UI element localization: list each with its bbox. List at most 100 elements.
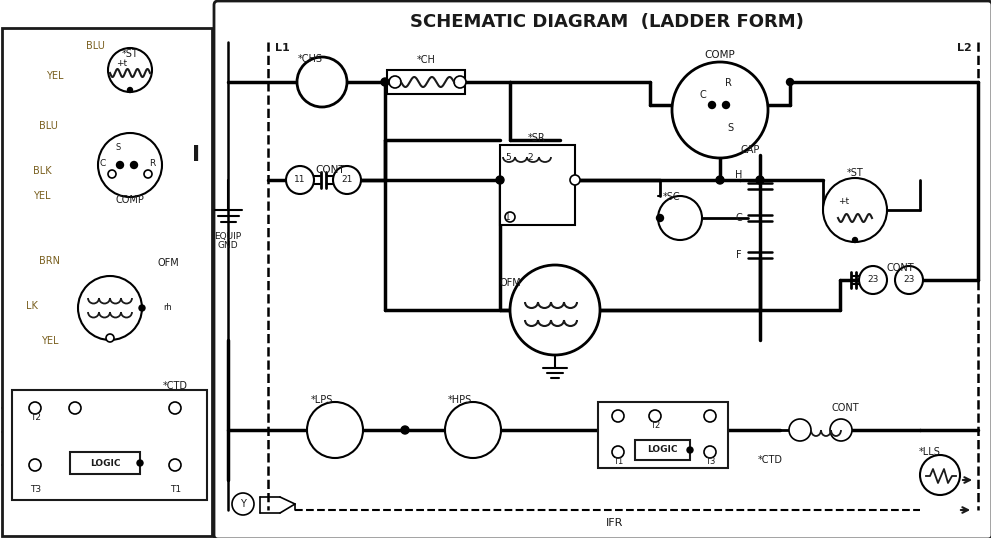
Circle shape bbox=[128, 88, 133, 93]
Text: S: S bbox=[115, 144, 121, 152]
Circle shape bbox=[232, 493, 254, 515]
Circle shape bbox=[672, 62, 768, 158]
Text: H: H bbox=[734, 170, 742, 180]
Text: BLU: BLU bbox=[85, 41, 104, 51]
Text: *HPS: *HPS bbox=[448, 395, 472, 405]
Bar bbox=[387, 70, 465, 94]
Text: COMP: COMP bbox=[116, 195, 145, 205]
Circle shape bbox=[169, 459, 181, 471]
Text: CONT: CONT bbox=[315, 165, 345, 175]
Text: Y: Y bbox=[240, 499, 246, 509]
Circle shape bbox=[29, 402, 41, 414]
Circle shape bbox=[649, 410, 661, 422]
Circle shape bbox=[704, 446, 716, 458]
Text: R: R bbox=[149, 159, 156, 167]
Text: T3: T3 bbox=[705, 457, 716, 466]
Text: S: S bbox=[727, 123, 733, 133]
Text: YEL: YEL bbox=[34, 191, 51, 201]
Circle shape bbox=[859, 266, 887, 294]
Text: *CHS: *CHS bbox=[297, 54, 322, 64]
Circle shape bbox=[78, 276, 142, 340]
Text: L1: L1 bbox=[275, 43, 289, 53]
FancyBboxPatch shape bbox=[214, 1, 991, 538]
Bar bbox=[70, 452, 140, 474]
Circle shape bbox=[381, 78, 389, 86]
Text: BRN: BRN bbox=[40, 256, 60, 266]
Text: C: C bbox=[700, 90, 707, 100]
Text: *LLS: *LLS bbox=[919, 447, 940, 457]
Circle shape bbox=[709, 102, 716, 109]
Bar bbox=[635, 440, 690, 460]
Text: T1: T1 bbox=[170, 485, 181, 494]
Text: I: I bbox=[192, 145, 200, 165]
Text: BLU: BLU bbox=[39, 121, 57, 131]
Circle shape bbox=[756, 176, 764, 184]
Text: 11: 11 bbox=[294, 175, 306, 185]
Circle shape bbox=[445, 402, 501, 458]
Text: C: C bbox=[100, 159, 106, 167]
Bar bbox=[214, 0, 991, 538]
Text: 23: 23 bbox=[867, 275, 879, 285]
Text: OFM: OFM bbox=[158, 258, 178, 268]
Text: BLK: BLK bbox=[33, 166, 52, 176]
Text: L2: L2 bbox=[957, 43, 972, 53]
Circle shape bbox=[787, 79, 794, 86]
Text: T2: T2 bbox=[30, 414, 41, 422]
Circle shape bbox=[131, 161, 138, 168]
Text: GND: GND bbox=[218, 240, 238, 250]
Circle shape bbox=[333, 166, 361, 194]
Circle shape bbox=[139, 305, 145, 311]
Circle shape bbox=[505, 212, 515, 222]
Text: LK: LK bbox=[26, 301, 38, 311]
Circle shape bbox=[29, 459, 41, 471]
Circle shape bbox=[716, 176, 724, 184]
Circle shape bbox=[658, 196, 702, 240]
Text: 1: 1 bbox=[505, 213, 511, 222]
Circle shape bbox=[169, 402, 181, 414]
Text: *CTD: *CTD bbox=[757, 455, 783, 465]
Text: YEL: YEL bbox=[47, 71, 63, 81]
Circle shape bbox=[704, 410, 716, 422]
Circle shape bbox=[401, 426, 409, 434]
Circle shape bbox=[98, 133, 162, 197]
Circle shape bbox=[69, 402, 81, 414]
Circle shape bbox=[789, 419, 811, 441]
Text: CONT: CONT bbox=[886, 263, 914, 273]
Circle shape bbox=[297, 57, 347, 107]
Circle shape bbox=[830, 419, 852, 441]
Text: C: C bbox=[735, 213, 742, 223]
Circle shape bbox=[656, 215, 664, 222]
Text: 5: 5 bbox=[505, 152, 511, 161]
Circle shape bbox=[612, 410, 624, 422]
Text: 2: 2 bbox=[527, 152, 533, 161]
Circle shape bbox=[687, 447, 693, 453]
Text: SCHEMATIC DIAGRAM  (LADDER FORM): SCHEMATIC DIAGRAM (LADDER FORM) bbox=[410, 13, 804, 31]
Text: T3: T3 bbox=[30, 485, 41, 494]
Text: CONT: CONT bbox=[831, 403, 859, 413]
Text: *SR: *SR bbox=[528, 133, 546, 143]
Circle shape bbox=[920, 455, 960, 495]
Text: EQUIP: EQUIP bbox=[214, 231, 242, 240]
Circle shape bbox=[286, 166, 314, 194]
Text: 21: 21 bbox=[341, 175, 353, 185]
Text: OFM: OFM bbox=[499, 278, 521, 288]
Text: T1: T1 bbox=[612, 457, 623, 466]
Circle shape bbox=[454, 76, 466, 88]
Bar bbox=[500, 145, 575, 225]
Circle shape bbox=[144, 170, 152, 178]
Circle shape bbox=[108, 48, 152, 92]
Text: +t: +t bbox=[838, 197, 849, 207]
Circle shape bbox=[389, 76, 401, 88]
Circle shape bbox=[612, 446, 624, 458]
Bar bbox=[0, 0, 214, 538]
Text: rh: rh bbox=[163, 303, 171, 313]
Text: IFR: IFR bbox=[606, 518, 623, 528]
Text: T2: T2 bbox=[650, 421, 660, 429]
Circle shape bbox=[117, 161, 124, 168]
Bar bbox=[12, 390, 207, 500]
Bar bbox=[2, 28, 212, 536]
Circle shape bbox=[722, 102, 729, 109]
Bar bbox=[598, 402, 728, 468]
Text: *ST: *ST bbox=[122, 49, 139, 59]
Circle shape bbox=[108, 170, 116, 178]
